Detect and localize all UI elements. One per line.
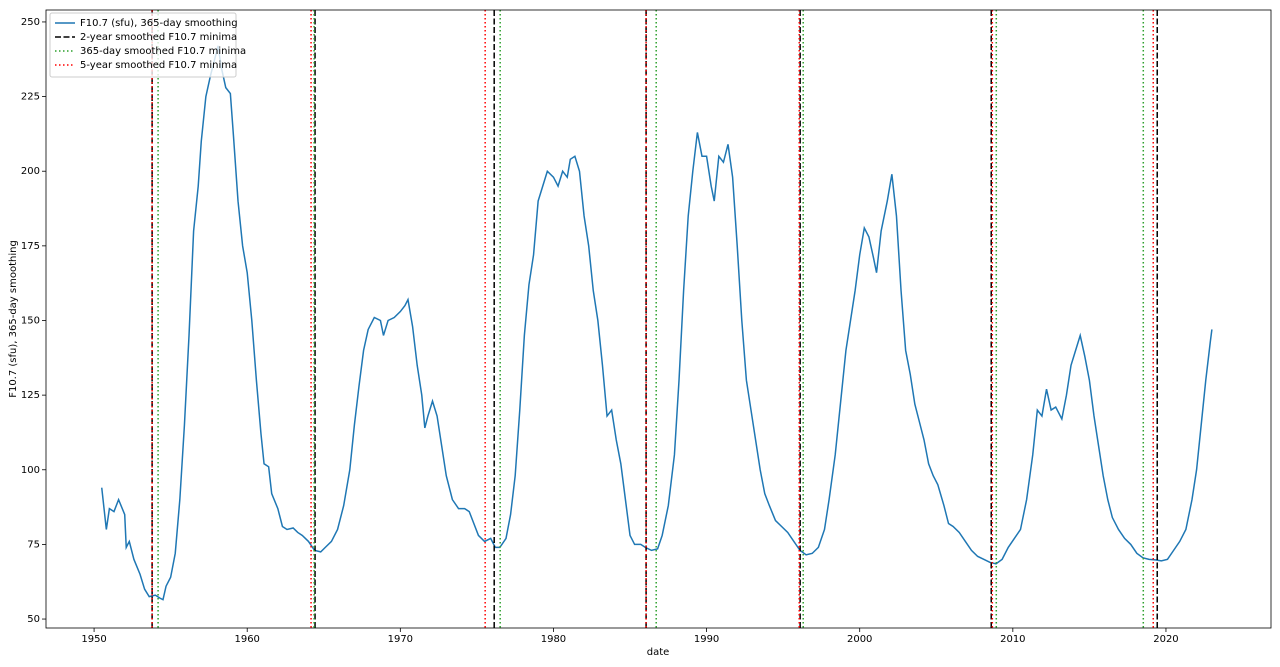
- legend-label: 2-year smoothed F10.7 minima: [80, 32, 237, 43]
- y-tick-label: 100: [21, 465, 40, 476]
- legend-box: [49, 12, 237, 78]
- x-axis-label: date: [647, 647, 670, 658]
- x-tick-label: 2020: [1153, 634, 1178, 645]
- y-axis-label: F10.7 (sfu), 365-day smoothing: [8, 240, 19, 398]
- y-tick-label: 125: [21, 390, 40, 401]
- x-tick-label: 1970: [388, 634, 413, 645]
- x-tick-label: 1950: [81, 634, 106, 645]
- x-tick-label: 1980: [541, 634, 566, 645]
- x-tick-label: 1990: [694, 634, 719, 645]
- legend-label: 5-year smoothed F10.7 minima: [80, 60, 237, 71]
- y-tick-label: 250: [21, 17, 40, 28]
- x-tick-label: 2010: [1000, 634, 1025, 645]
- x-tick-label: 1960: [234, 634, 259, 645]
- x-tick-label: 2000: [847, 634, 872, 645]
- legend-label: 365-day smoothed F10.7 minima: [80, 46, 246, 57]
- data-line: [100, 45, 1213, 601]
- plot-frame: [45, 9, 1272, 629]
- y-tick-label: 225: [21, 92, 40, 103]
- y-tick-label: 50: [27, 614, 40, 625]
- y-tick-label: 175: [21, 241, 40, 252]
- plot-area: [100, 10, 1213, 628]
- y-tick-label: 200: [21, 166, 40, 177]
- y-tick-label: 75: [27, 539, 40, 550]
- legend-label: F10.7 (sfu), 365-day smoothing: [80, 18, 238, 29]
- y-tick-label: 150: [21, 315, 40, 326]
